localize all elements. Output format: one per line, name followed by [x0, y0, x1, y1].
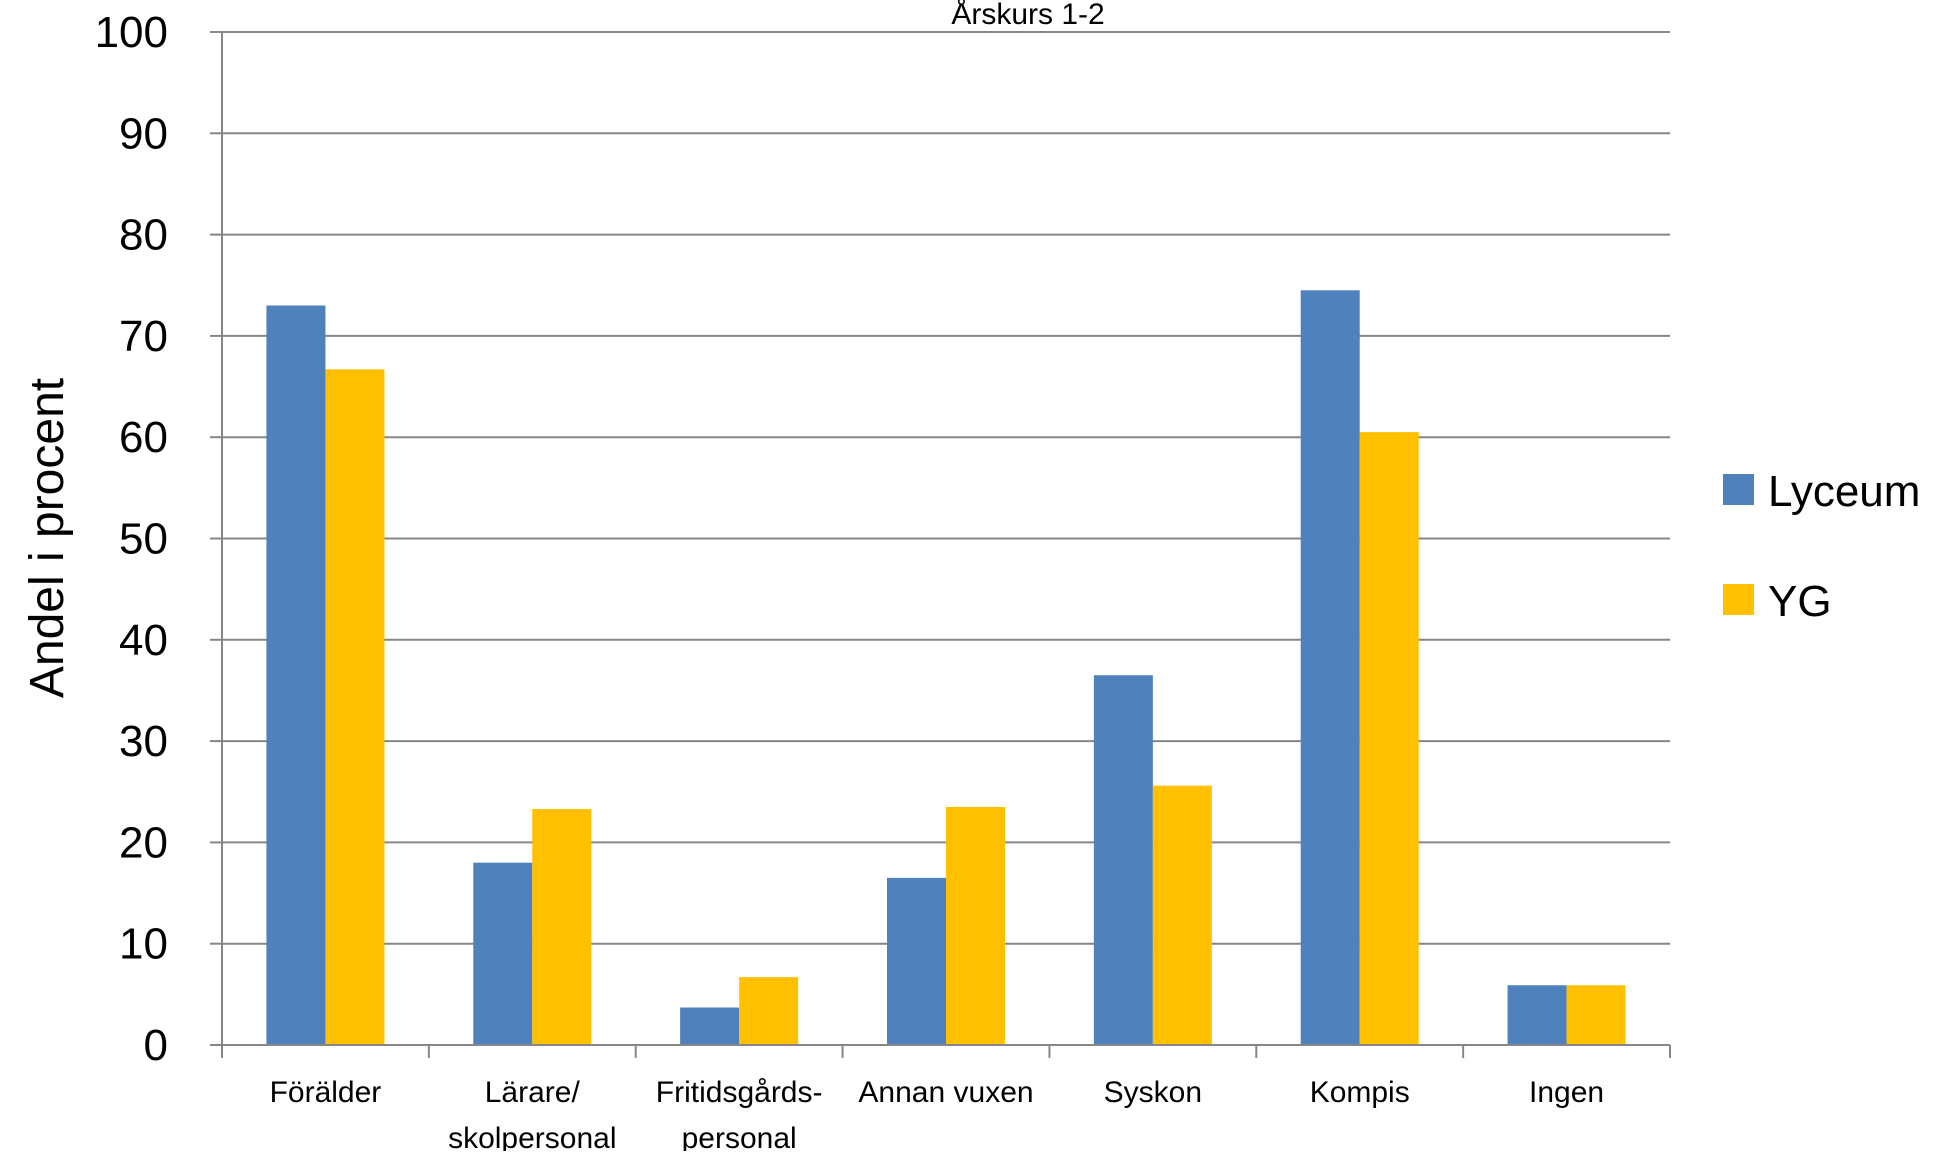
legend: Lyceum YG: [1723, 467, 1920, 626]
bar-lyceum-1: [473, 862, 533, 1045]
x-tick-label: skolpersonal: [448, 1122, 616, 1151]
x-tick-label: personal: [682, 1122, 797, 1151]
bars: [266, 290, 1626, 1046]
bar-yg-1: [532, 808, 592, 1045]
y-tick-label: 20: [119, 818, 168, 867]
x-axis-ticks: Förälder Lärare/skolpersonal Fritidsgårds-…: [270, 1045, 1671, 1155]
axes: [221, 32, 1670, 1058]
x-tick-label: Annan vuxen: [858, 1076, 1033, 1109]
bar-yg-4: [1152, 785, 1212, 1045]
y-tick-label: 90: [119, 109, 168, 158]
legend-swatch-yg: [1723, 584, 1754, 615]
legend-label-lyceum: Lyceum: [1768, 467, 1920, 516]
y-axis-title: Andel i procent: [21, 378, 74, 698]
bar-lyceum-3: [887, 877, 946, 1045]
y-tick-label: 100: [95, 8, 168, 57]
bar-yg-5: [1359, 432, 1419, 1045]
bar-lyceum-6: [1507, 985, 1567, 1045]
y-axis-ticks: 0 10 20 30 40 50 60 70 80 90 100: [95, 8, 222, 1070]
legend-label-yg: YG: [1768, 577, 1832, 626]
x-tick-label: Fritidsgårds-: [656, 1076, 823, 1109]
bar-yg-0: [325, 369, 385, 1046]
bar-lyceum-5: [1300, 290, 1360, 1045]
gridlines: [222, 31, 1670, 945]
y-tick-label: 70: [119, 312, 168, 361]
y-tick-label: 50: [119, 515, 168, 564]
x-tick-label: Ingen: [1529, 1076, 1604, 1109]
y-tick-label: 40: [119, 616, 168, 665]
x-tick-label: Förälder: [270, 1076, 382, 1109]
bar-yg-6: [1566, 985, 1626, 1045]
chart-title: Årskurs 1-2: [951, 0, 1104, 31]
x-tick-label: Syskon: [1104, 1076, 1202, 1109]
y-tick-label: 30: [119, 717, 168, 766]
x-tick-label: Kompis: [1310, 1076, 1410, 1109]
y-tick-label: 80: [119, 211, 168, 260]
bar-lyceum-0: [266, 305, 326, 1045]
bar-lyceum-4: [1093, 675, 1153, 1045]
y-tick-label: 10: [119, 920, 168, 969]
legend-swatch-lyceum: [1723, 474, 1754, 505]
bar-yg-2: [739, 977, 799, 1045]
y-tick-label: 60: [119, 413, 168, 462]
x-tick-label: Lärare/: [485, 1076, 581, 1109]
bar-lyceum-2: [680, 1007, 740, 1045]
y-tick-label: 0: [144, 1021, 168, 1070]
bar-yg-3: [946, 806, 1005, 1045]
